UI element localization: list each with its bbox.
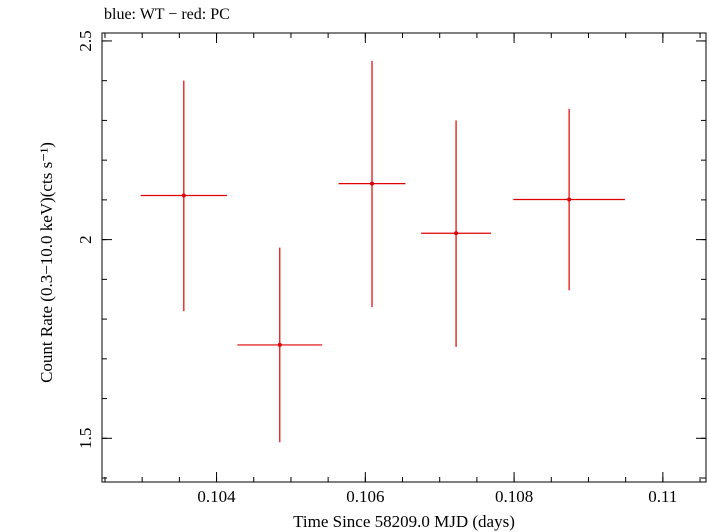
x-tick-label: 0.108 [495,487,533,506]
tick-labels: 0.104 0.106 0.108 0.11 1.5 2 2.5 [76,30,677,506]
data-point [338,60,406,308]
y-axis-label: Count Rate (0.3−10.0 keV)(cts s⁻¹) [37,142,56,383]
plot-frame [101,32,707,483]
y-tick-label: 2.5 [76,30,95,51]
y-tick-label: 1.5 [76,428,95,449]
axis-ticks [102,33,706,482]
chart-title: blue: WT − red: PC [104,6,230,23]
data-point [237,247,323,443]
y-tick-label: 2 [76,235,95,244]
data-point [140,80,227,312]
x-tick-label: 0.106 [346,487,384,506]
data-point [513,108,625,291]
data-points [140,60,625,443]
point-marker [277,342,282,347]
data-point [421,120,492,347]
x-tick-label: 0.104 [197,487,236,506]
x-tick-label: 0.11 [648,487,677,506]
point-marker [370,181,375,186]
x-axis-label: Time Since 58209.0 MJD (days) [293,512,515,531]
point-marker [454,231,459,236]
point-marker [181,193,186,198]
point-marker [567,197,572,202]
